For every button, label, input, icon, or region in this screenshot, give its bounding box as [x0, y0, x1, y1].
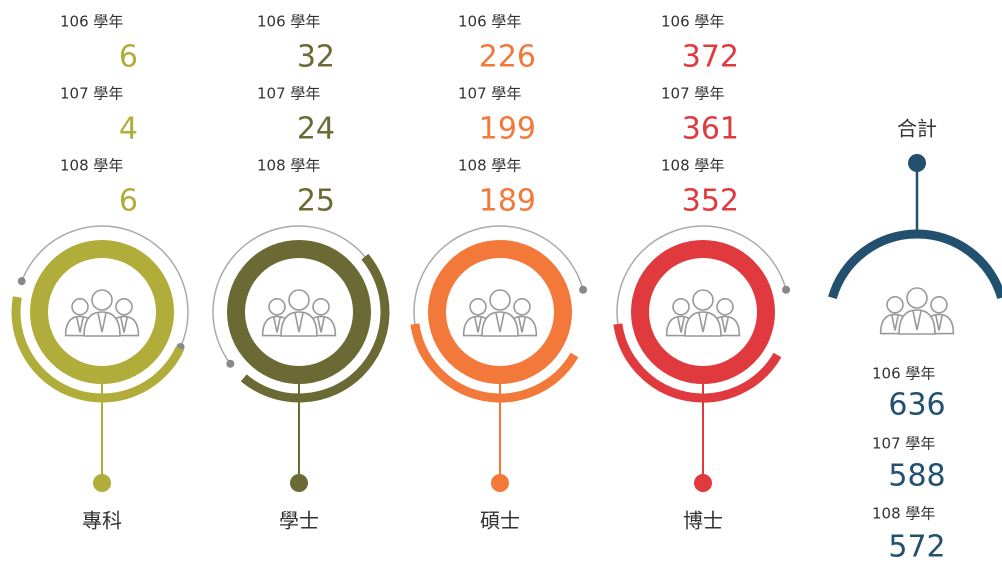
people-icon	[64, 289, 140, 337]
head	[692, 289, 714, 311]
stem-dot	[491, 474, 509, 492]
head	[672, 298, 690, 316]
year-label: 106 學年	[872, 365, 935, 383]
stem-dot	[93, 474, 111, 492]
year-label: 107 學年	[872, 435, 935, 453]
outer-thick-arc	[240, 253, 390, 403]
arc-dot	[782, 285, 791, 294]
year-label: 106 學年	[60, 13, 123, 31]
head	[930, 296, 948, 314]
arc-dot	[579, 285, 588, 294]
year-value: 4	[119, 112, 138, 147]
outer-thick-arc	[613, 323, 782, 403]
head	[91, 289, 113, 311]
body	[684, 311, 722, 337]
group-name: 博士	[683, 509, 723, 533]
year-value: 588	[888, 459, 945, 494]
year-value: 24	[297, 112, 335, 147]
year-label: 108 學年	[872, 505, 935, 523]
group-name: 碩士	[480, 509, 520, 533]
head	[886, 296, 904, 314]
outer-thin-arc	[212, 225, 371, 365]
head	[513, 298, 531, 316]
body	[280, 311, 318, 337]
head	[489, 289, 511, 311]
year-value: 199	[479, 112, 536, 147]
outer-thin-arc	[21, 225, 189, 348]
outer-thin-arc	[616, 225, 787, 342]
head	[469, 298, 487, 316]
year-value: 6	[119, 184, 138, 219]
group-name: 學士	[279, 509, 319, 533]
outer-thin-arc	[413, 225, 584, 342]
people-icon	[261, 289, 337, 337]
year-value: 636	[888, 388, 945, 423]
year-label: 106 學年	[257, 13, 320, 31]
year-label: 108 學年	[661, 157, 724, 175]
people-icon	[879, 287, 955, 335]
year-label: 106 學年	[458, 13, 521, 31]
head	[312, 298, 330, 316]
year-value: 6	[119, 40, 138, 75]
year-label: 107 學年	[661, 85, 724, 103]
outer-thick-arc	[410, 323, 579, 403]
year-value: 572	[888, 530, 945, 565]
year-value: 372	[682, 40, 739, 75]
group-name: 專科	[82, 509, 122, 533]
stem-dot	[290, 474, 308, 492]
outer-thick-arc	[11, 296, 185, 403]
body	[481, 311, 519, 337]
head	[71, 298, 89, 316]
year-value: 32	[297, 40, 335, 75]
head	[906, 287, 928, 309]
year-label: 108 學年	[257, 157, 320, 175]
year-value: 25	[297, 184, 335, 219]
people-icon	[665, 289, 741, 337]
people-icon	[462, 289, 538, 337]
year-label: 107 學年	[458, 85, 521, 103]
head	[115, 298, 133, 316]
year-label: 107 學年	[257, 85, 320, 103]
year-value: 226	[479, 40, 536, 75]
year-value: 352	[682, 184, 739, 219]
year-label: 108 學年	[458, 157, 521, 175]
total-arc	[828, 229, 1002, 299]
year-label: 106 學年	[661, 13, 724, 31]
arc-dot	[226, 359, 235, 368]
year-value: 361	[682, 112, 739, 147]
head	[268, 298, 286, 316]
year-label: 107 學年	[60, 85, 123, 103]
total-name: 合計	[897, 117, 937, 141]
year-value: 189	[479, 184, 536, 219]
body	[898, 309, 936, 335]
head	[716, 298, 734, 316]
year-label: 108 學年	[60, 157, 123, 175]
stem-dot	[694, 474, 712, 492]
body	[83, 311, 121, 337]
arc-dot	[17, 277, 26, 286]
head	[288, 289, 310, 311]
